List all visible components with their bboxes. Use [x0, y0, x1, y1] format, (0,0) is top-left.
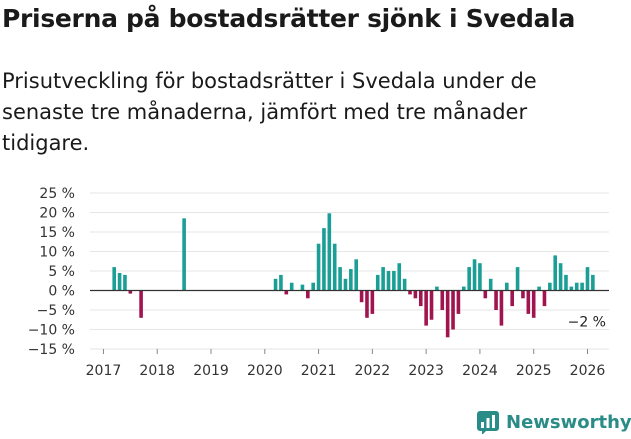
- bar: [494, 290, 498, 310]
- bar: [591, 274, 595, 291]
- bar: [327, 213, 332, 291]
- bar: [585, 267, 590, 291]
- bar-chart: 25 % 20 % 15 % 10 % 5 % 0 % −5 % −10 % −15 % 201…: [28, 186, 609, 379]
- bar: [397, 263, 402, 291]
- bar: [316, 243, 321, 291]
- bar: [300, 284, 305, 291]
- bar: [284, 290, 289, 295]
- bar: [510, 290, 514, 307]
- newsworthy-brand: Newsworthy: [476, 408, 631, 436]
- bar: [467, 267, 471, 291]
- bar: [435, 286, 439, 291]
- bar: [574, 282, 579, 291]
- x-tick-label: 2021: [301, 363, 337, 379]
- x-tick-label: 2025: [516, 363, 552, 379]
- bar: [359, 290, 364, 303]
- bar: [424, 290, 428, 326]
- newsworthy-logo-icon: [477, 411, 499, 434]
- last-value-annotation: −2 %: [568, 314, 606, 330]
- bar: [128, 290, 133, 294]
- bar: [306, 290, 310, 299]
- bar: [515, 267, 520, 291]
- bar: [564, 274, 568, 291]
- x-tick-label: 2022: [355, 363, 391, 379]
- bar: [413, 290, 418, 299]
- bar: [537, 286, 541, 291]
- x-tick-label: 2026: [570, 363, 606, 379]
- bar: [279, 274, 283, 291]
- x-axis-ticks: 2017 2018 2019 2020 2021 2022 2023 2024 2025 2026: [86, 349, 606, 379]
- x-tick-label: 2023: [408, 363, 444, 379]
- bar: [365, 290, 369, 318]
- bar: [553, 255, 558, 291]
- bar: [429, 290, 434, 320]
- bar: [580, 282, 584, 291]
- bar: [505, 282, 509, 291]
- bar: [408, 290, 412, 295]
- bar: [499, 290, 504, 326]
- bar: [139, 290, 143, 318]
- bar: [440, 290, 445, 310]
- bar: [488, 278, 493, 291]
- bar: [386, 271, 391, 291]
- chart-subtitle: Prisutveckling för bostadsrätter i Sveda…: [2, 69, 537, 155]
- bar: [117, 272, 122, 291]
- bar: [354, 259, 359, 291]
- x-tick-label: 2017: [86, 363, 122, 379]
- x-tick-label: 2024: [462, 363, 498, 379]
- bar: [349, 269, 353, 291]
- x-tick-label: 2020: [247, 363, 283, 379]
- y-tick-label: 0 %: [48, 284, 75, 300]
- bar: [289, 282, 294, 291]
- bar: [542, 290, 547, 307]
- bar-series: [112, 213, 595, 338]
- bar: [402, 278, 407, 291]
- y-tick-label: 15 %: [39, 225, 75, 241]
- y-tick-label: −5 %: [37, 303, 75, 319]
- y-axis-ticks: 25 % 20 % 15 % 10 % 5 % 0 % −5 % −10 % −15 %: [28, 186, 75, 358]
- brand-name: Newsworthy: [506, 411, 631, 433]
- bar: [483, 290, 488, 299]
- bar: [445, 290, 450, 338]
- bar: [392, 271, 396, 291]
- bar: [472, 259, 477, 291]
- bar: [375, 274, 380, 291]
- bar: [548, 282, 552, 291]
- bar: [311, 282, 315, 291]
- bar: [531, 290, 536, 318]
- bar: [418, 290, 423, 307]
- y-tick-label: 20 %: [39, 206, 75, 222]
- bar: [569, 286, 574, 291]
- bar: [370, 290, 375, 314]
- y-tick-label: 5 %: [48, 264, 75, 280]
- bar: [123, 274, 127, 291]
- bar: [338, 267, 342, 291]
- bar: [182, 218, 186, 291]
- bar: [343, 278, 348, 291]
- bar: [322, 228, 326, 291]
- bar: [273, 278, 278, 291]
- chart-title: Priserna på bostadsrätter sjönk i Svedal…: [2, 4, 576, 33]
- x-tick-label: 2018: [139, 363, 175, 379]
- y-tick-label: 10 %: [39, 245, 75, 261]
- bar: [461, 286, 466, 291]
- bar: [478, 263, 482, 291]
- bar: [558, 263, 563, 291]
- bar: [451, 290, 455, 330]
- y-tick-label: −15 %: [28, 342, 75, 358]
- bar: [332, 243, 337, 291]
- y-tick-label: 25 %: [39, 186, 75, 202]
- bar: [456, 290, 461, 314]
- bar: [526, 290, 531, 314]
- y-tick-label: −10 %: [28, 323, 75, 339]
- bar: [112, 267, 117, 291]
- bar: [521, 290, 525, 299]
- x-tick-label: 2019: [193, 363, 229, 379]
- bar: [381, 267, 385, 291]
